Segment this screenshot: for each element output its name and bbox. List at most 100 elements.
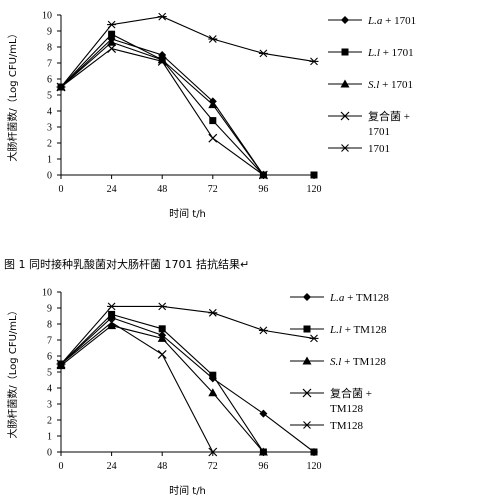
legend: L.a + 1701 L.l + 1701 S.l + 1701 复合菌 + 1701 1…: [328, 15, 416, 155]
legend-entry: S.l + TM128: [290, 356, 386, 368]
data-point: [107, 321, 117, 330]
legend-marker: [341, 16, 349, 24]
x-tick-label: 120: [307, 461, 322, 472]
chart-1: 0 1 2 3 4 5 6 7 8 9 10 0 24 48 72 96 120 时间 t/h 大肠杆菌数/（Log…: [6, 11, 416, 221]
star-marker-stroke: [310, 334, 318, 343]
star-marker-stroke: [158, 302, 167, 311]
series-line: [60, 313, 314, 453]
star-marker-stroke: [259, 326, 268, 335]
y-tick-label: 3: [47, 123, 52, 134]
x-marker-stroke: [107, 44, 117, 54]
legend-marker: [302, 356, 312, 365]
series-3: [56, 321, 268, 456]
x-tick-label: 96: [258, 184, 268, 195]
data-point: [157, 12, 167, 21]
star-marker-stroke: [208, 308, 217, 317]
y-tick-label: 7: [47, 336, 52, 347]
triangle-marker: [302, 356, 312, 365]
data-point: [56, 83, 66, 91]
legend-label-cont: 1701: [368, 126, 390, 138]
legend-entry: L.l + TM128: [290, 324, 387, 336]
x-marker-stroke: [258, 170, 268, 180]
y-tick-label: 8: [47, 43, 52, 54]
x-axis-label: 时间 t/h: [169, 207, 206, 220]
y-tick-label: 0: [47, 171, 52, 182]
legend-marker: [340, 111, 350, 121]
legend-marker: [303, 293, 311, 301]
data-point: [107, 20, 117, 29]
y-tick-label: 3: [47, 400, 52, 411]
legend-entry: S.l + 1701: [328, 79, 413, 91]
data-point: [107, 317, 117, 327]
x-tick-label: 72: [208, 184, 218, 195]
star-marker-stroke: [310, 57, 318, 66]
square-marker: [310, 448, 318, 456]
x-tick-label: 48: [157, 184, 167, 195]
legend-marker: [340, 79, 350, 88]
series-line: [60, 305, 315, 365]
x-tick-label: 24: [107, 184, 117, 195]
legend-marker: [303, 325, 311, 333]
data-point: [208, 447, 218, 457]
x-tick-label: 120: [307, 184, 322, 195]
legend-entry: 复合菌 + TM128: [290, 386, 372, 415]
data-point: [108, 310, 116, 318]
triangle-marker: [258, 447, 268, 456]
data-point: [208, 133, 218, 143]
data-point: [208, 35, 218, 43]
x-tick-label: 0: [59, 184, 64, 195]
figure-caption: 图 1 同时接种乳酸菌对大肠杆菌 1701 拮抗结果↵: [4, 257, 249, 271]
data-point: [157, 302, 167, 311]
x-marker-stroke: [157, 56, 167, 66]
legend-entry: 复合菌 + 1701: [328, 109, 410, 138]
series-line: [60, 325, 264, 453]
data-point: [258, 170, 268, 180]
star-marker-stroke: [57, 83, 65, 91]
y-tick-label: 0: [47, 448, 52, 459]
triangle-marker: [208, 100, 218, 109]
square-marker: [209, 371, 217, 379]
y-axis-label: 大肠杆菌数/（Log CFU/mL）: [6, 305, 19, 438]
square-marker: [108, 30, 116, 38]
legend-label-cont: TM128: [330, 403, 364, 415]
series-line: [60, 16, 315, 88]
x-marker-stroke: [302, 388, 312, 398]
square-marker: [108, 310, 116, 318]
star-marker-stroke: [341, 144, 349, 152]
star-marker-stroke: [208, 35, 217, 43]
triangle-marker: [107, 37, 117, 46]
legend-label: S.l + 1701: [368, 79, 413, 91]
y-tick-label: 1: [47, 432, 52, 443]
data-point: [157, 333, 167, 342]
triangle-marker: [208, 388, 218, 397]
y-tick-label: 8: [47, 320, 52, 331]
y-tick-label: 5: [47, 91, 52, 102]
x-tick-label: 0: [59, 461, 64, 472]
legend-entry: L.l + 1701: [328, 47, 414, 59]
legend-label: L.a + TM128: [329, 292, 389, 304]
legend-label: L.l + 1701: [367, 47, 414, 59]
y-tick-label: 4: [47, 107, 52, 118]
legend-entry: TM128: [290, 420, 364, 432]
data-point: [107, 302, 117, 311]
data-point: [56, 361, 66, 370]
legend-label: 复合菌 +: [330, 386, 372, 400]
data-point: [107, 37, 117, 46]
triangle-marker: [340, 79, 350, 88]
data-point: [258, 326, 268, 335]
series-5: [56, 12, 319, 91]
square-marker: [303, 325, 311, 333]
square-marker: [158, 325, 166, 333]
x-marker-stroke: [107, 317, 117, 327]
legend: L.a + TM128 L.l + TM128 S.l + TM128 复合菌 + TM…: [290, 292, 389, 432]
y-tick-label: 2: [47, 139, 52, 150]
star-marker-stroke: [107, 20, 116, 29]
x-marker-stroke: [157, 349, 167, 359]
legend-label: TM128: [330, 420, 364, 432]
x-tick-label: 72: [208, 461, 218, 472]
legend-entry: 1701: [328, 143, 390, 155]
square-marker: [310, 171, 318, 179]
x-axis-label: 时间 t/h: [169, 484, 206, 497]
y-tick-label: 6: [47, 75, 52, 86]
